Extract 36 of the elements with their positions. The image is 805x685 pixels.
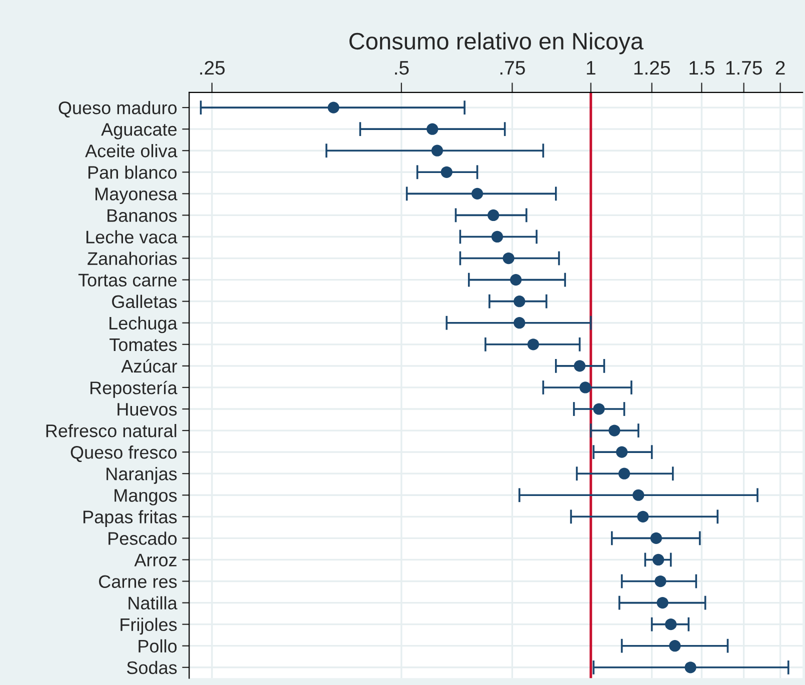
- x-tick-label: .5: [395, 61, 409, 75]
- y-tick-label: Naranjas: [106, 467, 177, 484]
- y-tick-label: Lechuga: [110, 316, 178, 334]
- y-tick-label: Pan blanco: [88, 166, 177, 179]
- x-tick-label: 1.5: [690, 61, 714, 75]
- y-tick-label: Frijoles: [120, 618, 177, 635]
- y-tick-label: Pescado: [108, 532, 177, 545]
- x-axis-title: Consumo relativo en Nicoya: [349, 32, 644, 54]
- y-tick-label: Mayonesa: [96, 188, 178, 204]
- x-tick-label: 1.75: [726, 61, 762, 75]
- y-tick-label: Pollo: [138, 639, 177, 653]
- y-tick-label: Tortas carne: [78, 274, 177, 287]
- y-tick-label: Refresco natural: [46, 424, 176, 438]
- y-tick-label: Queso fresco: [70, 446, 177, 462]
- x-tick-label: 1: [586, 61, 596, 75]
- y-tick-label: Papas fritas: [84, 510, 177, 527]
- y-tick-label: Zanahorias: [88, 252, 177, 265]
- x-tick-label: 1.25: [634, 60, 670, 75]
- y-tick-label: Bananos: [108, 209, 177, 222]
- x-tick-label: .25: [200, 60, 225, 75]
- y-tick-label: Galletas: [112, 294, 177, 308]
- y-tick-label: Mangos: [114, 489, 177, 506]
- y-tick-label: Natilla: [128, 596, 178, 610]
- y-tick-label: Queso maduro: [58, 101, 177, 118]
- y-tick-label: Repostería: [90, 380, 178, 398]
- x-tick-label: .75: [500, 61, 525, 75]
- y-tick-label: Tomates: [110, 338, 177, 352]
- y-tick-label: Huevos: [118, 403, 177, 416]
- y-tick-label: Leche vaca: [86, 230, 178, 244]
- y-tick-label: Carne res: [99, 575, 177, 588]
- y-tick-label: Aceite oliva: [85, 144, 178, 158]
- y-tick-label: Sodas: [126, 660, 177, 674]
- x-tick-label: 2: [776, 60, 785, 75]
- y-tick-label: Azúcar: [121, 359, 178, 373]
- y-tick-label: Arroz: [134, 554, 176, 566]
- y-tick-label: Aguacate: [101, 123, 177, 140]
